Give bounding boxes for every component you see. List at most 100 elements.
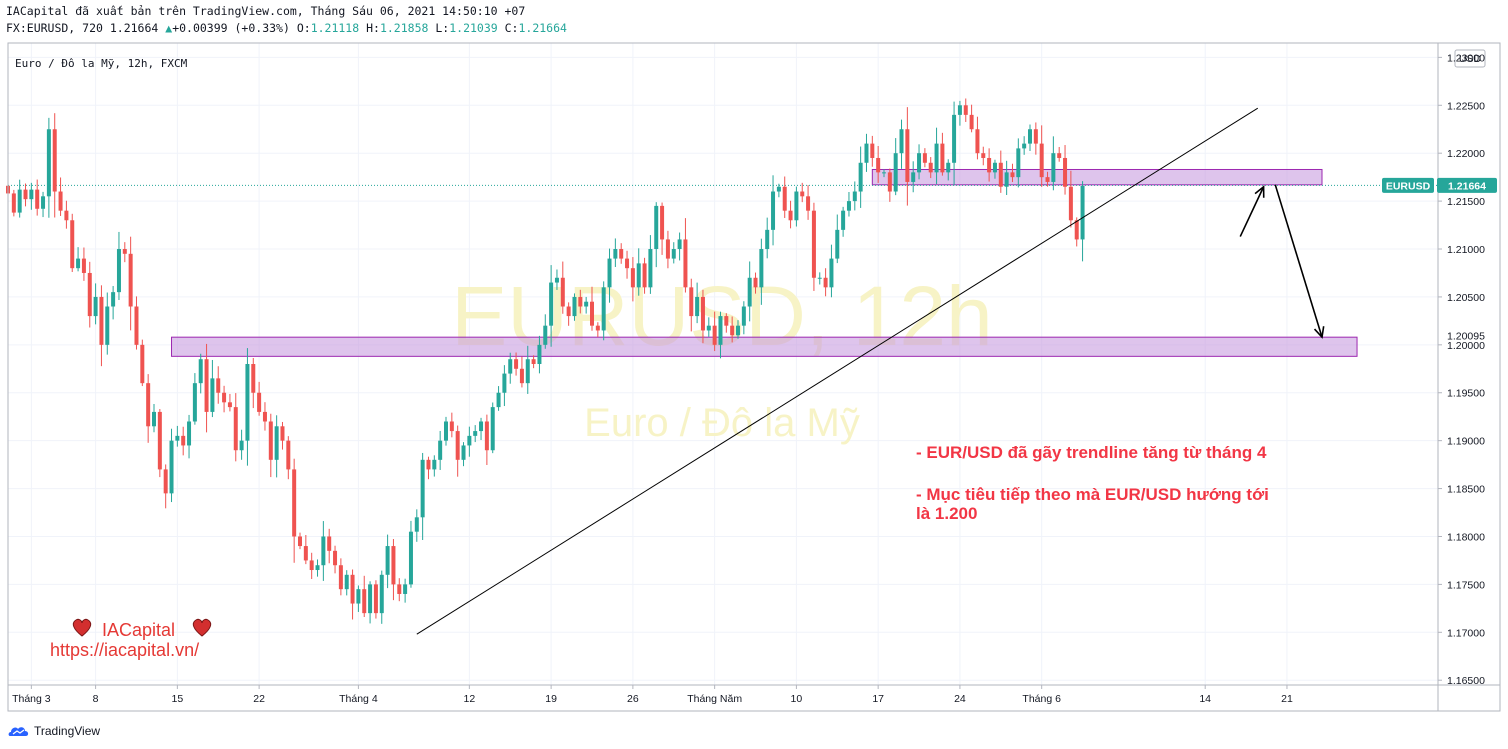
candle-130 [765,217,770,259]
candle-body-125 [736,325,740,336]
currency-button[interactable] [1454,49,1486,68]
price-tick-label-6: 1.20000 [1447,340,1485,352]
projection-arrows[interactable] [1239,184,1325,339]
candle-124 [730,316,735,343]
candle-163 [957,100,962,126]
candle-body-157 [922,153,927,163]
candle-131 [771,175,776,246]
candle-51 [303,535,308,565]
candle-body-148 [870,143,875,158]
time-tick-label-11: 24 [954,693,966,705]
candle-body-42 [251,364,256,393]
candle-117 [689,278,694,332]
candle-body-110 [648,249,653,288]
price-change: +0.00399 (+0.33%) [172,21,290,35]
candle-158 [928,157,933,179]
candle-148 [870,135,875,167]
candle-3 [23,183,28,207]
candle-75 [444,416,448,446]
annotation-line-1: - EUR/USD đã gãy trendline tăng từ tháng… [916,443,1267,462]
candle-13 [81,247,86,281]
candle-body-132 [776,186,781,192]
candle-57 [338,558,343,596]
candle-body-63 [373,584,378,614]
candle-14 [87,261,92,328]
candle-132 [776,183,781,198]
candle-102 [601,281,606,341]
price-axis[interactable]: 1.23000 1.22500 1.22000 1.21500 1.21000 1.205… [1438,52,1485,687]
candle-body-79 [467,435,472,446]
candle-body-30 [181,435,186,446]
candle-114 [671,242,676,264]
candle-145 [852,181,857,211]
high-label: H: [366,21,380,35]
candle-body-67 [397,584,402,594]
candle-body-77 [455,431,460,460]
chart-frame [7,42,1501,712]
candle-97 [572,293,577,321]
candle-body-88 [519,368,524,384]
candle-body-127 [747,277,752,307]
price-tick-label-3: 1.21500 [1447,196,1485,208]
candle-body-49 [292,469,297,537]
candle-body-98 [578,296,583,307]
candle-108 [636,248,641,296]
brand-url[interactable]: https://iacapital.vn/ [50,640,199,660]
candle-body-182 [1068,186,1073,221]
candle-39 [233,393,238,462]
candle-103 [607,248,612,303]
trendline[interactable] [416,107,1259,635]
candle-69 [408,520,413,588]
candle-body-27 [163,469,168,494]
candle-body-161 [946,162,951,173]
tradingview-footer[interactable]: TradingView [8,721,100,741]
candle-body-130 [765,229,770,250]
candle-33 [198,353,203,394]
candle-180 [1057,146,1062,162]
candle-66 [391,539,396,601]
candle-26 [157,409,162,478]
annotation-line-3: là 1.200 [916,504,977,523]
candle-112 [660,202,665,255]
candle-body-45 [268,421,273,460]
candle-170 [998,150,1003,193]
candle-149 [876,146,881,183]
candle-body-7 [46,129,51,197]
candle-body-52 [309,560,314,571]
candle-body-19 [116,249,121,293]
candle-165 [969,104,974,133]
candle-body-32 [192,383,197,422]
zones [171,168,1358,357]
candle-body-12 [76,258,81,269]
candle-154 [905,107,910,206]
candle-83 [490,402,495,454]
candle-12 [76,247,81,272]
candle-body-74 [438,440,443,460]
candle-91 [537,335,542,374]
candle-body-65 [385,546,390,575]
price-tick-label-5: 1.20500 [1447,292,1485,304]
candle-182 [1068,170,1073,228]
candle-body-103 [607,258,612,288]
candle-71 [420,452,425,541]
candle-body-171 [1004,172,1009,187]
candle-19 [116,231,121,301]
time-axis[interactable]: Tháng 3 8 15 22 Tháng 4 12 19 26 Tháng Năm 10 17 24… [12,685,1293,705]
candle-body-178 [1045,177,1050,182]
last-price-value: 1.21664 [1448,180,1486,192]
candle-body-95 [560,277,565,307]
candle-171 [1004,160,1009,195]
candle-21 [128,236,133,331]
candle-body-91 [537,344,542,364]
candle-body-124 [730,325,735,336]
zone-1 [871,168,1323,186]
candle-body-66 [391,546,396,585]
candle-49 [292,458,297,563]
candle-body-56 [333,550,338,566]
candle-body-184 [1080,185,1085,240]
candle-body-46 [274,426,279,460]
time-tick-label-5: 12 [464,693,476,705]
candle-body-73 [432,459,437,470]
candle-body-24 [146,383,151,427]
